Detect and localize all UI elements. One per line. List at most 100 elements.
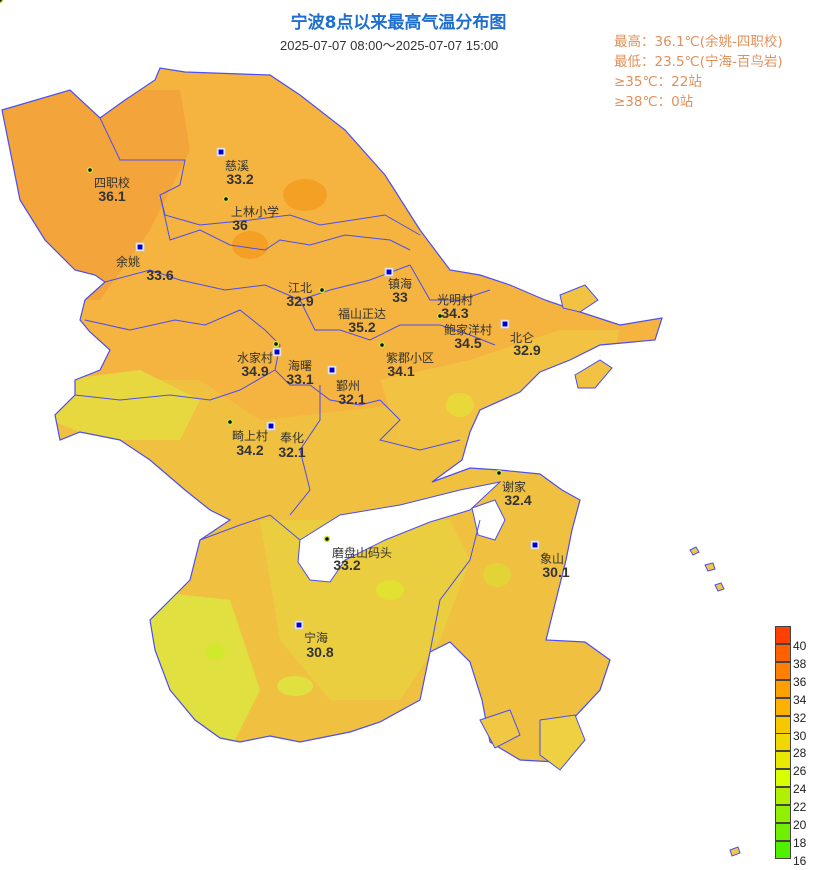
island (539, 714, 586, 771)
stat-ge35: ≥35℃：22站 (614, 74, 702, 90)
station-name: 镇海 (388, 276, 412, 291)
station-value: 35.2 (348, 319, 375, 335)
station-value: 33 (392, 289, 408, 305)
island (479, 709, 521, 749)
county-station-marker-core (218, 149, 224, 155)
station-name: 宁海 (304, 630, 328, 645)
station-name: 光明村 (437, 293, 473, 307)
stats-panel: 最高：36.1℃(余姚-四职校) 最低：23.5℃(宁海-百鸟岩) ≥35℃：2… (614, 32, 783, 112)
station-value: 32.9 (286, 293, 313, 309)
station-value: 34.3 (441, 305, 468, 321)
legend-swatch (775, 626, 791, 644)
station-value: 33.2 (333, 557, 360, 573)
station-name: 四职校 (94, 175, 130, 190)
legend-swatch (775, 751, 791, 770)
legend-swatch (775, 679, 791, 698)
legend-label: 30 (793, 728, 807, 743)
county-station-marker-core (274, 349, 280, 355)
station-value: 34.5 (454, 335, 481, 351)
station-name: 畸上村 (232, 429, 268, 443)
station-value: 32.1 (338, 391, 365, 407)
legend-swatch (775, 840, 791, 859)
legend-label: 28 (793, 746, 807, 761)
station-value: 34.2 (236, 442, 263, 458)
station-name: 紫郡小区 (386, 351, 434, 365)
station-name: 象山 (540, 552, 564, 566)
county-station-marker-core (137, 244, 143, 250)
legend-label: 20 (793, 818, 807, 832)
legend-swatch (775, 805, 791, 823)
county-station-marker-core (268, 423, 274, 429)
auto-station-marker (378, 341, 386, 349)
station-name: 鲍家洋村 (444, 322, 492, 337)
legend-swatch (775, 733, 791, 752)
legend-label: 22 (793, 800, 807, 815)
district-boundaries (74, 117, 496, 653)
county-station-marker-core (502, 321, 508, 327)
stat-ge38: ≥38℃：0站 (614, 94, 694, 110)
county-station-marker-core (386, 269, 392, 275)
legend-swatch (775, 822, 791, 841)
legend-swatch (775, 769, 791, 788)
auto-station-marker (86, 166, 94, 174)
legend-label: 16 (793, 853, 807, 868)
stat-min: 最低：23.5℃(宁海-百鸟岩) (614, 54, 783, 70)
station-value: 32.4 (504, 492, 531, 508)
time-range: 2025-07-07 08:00～2025-07-07 15:00 (280, 38, 499, 53)
station-name: 慈溪 (225, 158, 249, 173)
station-name: 水家村 (237, 350, 273, 365)
station-name: 奉化 (280, 431, 304, 445)
small-islands (689, 546, 741, 857)
station-value: 30.8 (306, 644, 333, 660)
station-value: 30.1 (542, 564, 569, 580)
legend-swatch (775, 697, 791, 716)
legend-label: 36 (793, 674, 807, 689)
station-name: 余姚 (116, 254, 140, 269)
island (559, 284, 599, 313)
stat-max: 最高：36.1℃(余姚-四职校) (614, 34, 783, 50)
station-3[interactable]: 余姚 33.6 (116, 242, 174, 283)
station-name: 上林小学 (231, 204, 279, 219)
legend-label: 40 (793, 639, 807, 653)
legend-label: 18 (793, 835, 807, 850)
station-name: 江北 (288, 281, 312, 295)
station-name: 磨盘山码头 (332, 545, 392, 560)
station-value: 34.9 (241, 363, 268, 379)
station-value: 36 (232, 217, 248, 233)
station-name: 鄞州 (336, 379, 360, 393)
legend-label: 24 (793, 782, 807, 797)
station-value: 33.6 (146, 267, 173, 283)
county-station-marker-core (329, 367, 335, 373)
auto-station-marker (323, 535, 331, 543)
station-value: 32.1 (278, 444, 305, 460)
legend-swatch (775, 643, 791, 662)
legend-swatch (775, 715, 791, 734)
legend-label: 26 (793, 764, 807, 779)
legend-label: 34 (793, 692, 807, 707)
xiangshan-bay (297, 481, 502, 583)
station-value: 34.1 (387, 363, 414, 379)
legend-label: 38 (793, 656, 807, 671)
auto-station-marker (495, 469, 503, 477)
